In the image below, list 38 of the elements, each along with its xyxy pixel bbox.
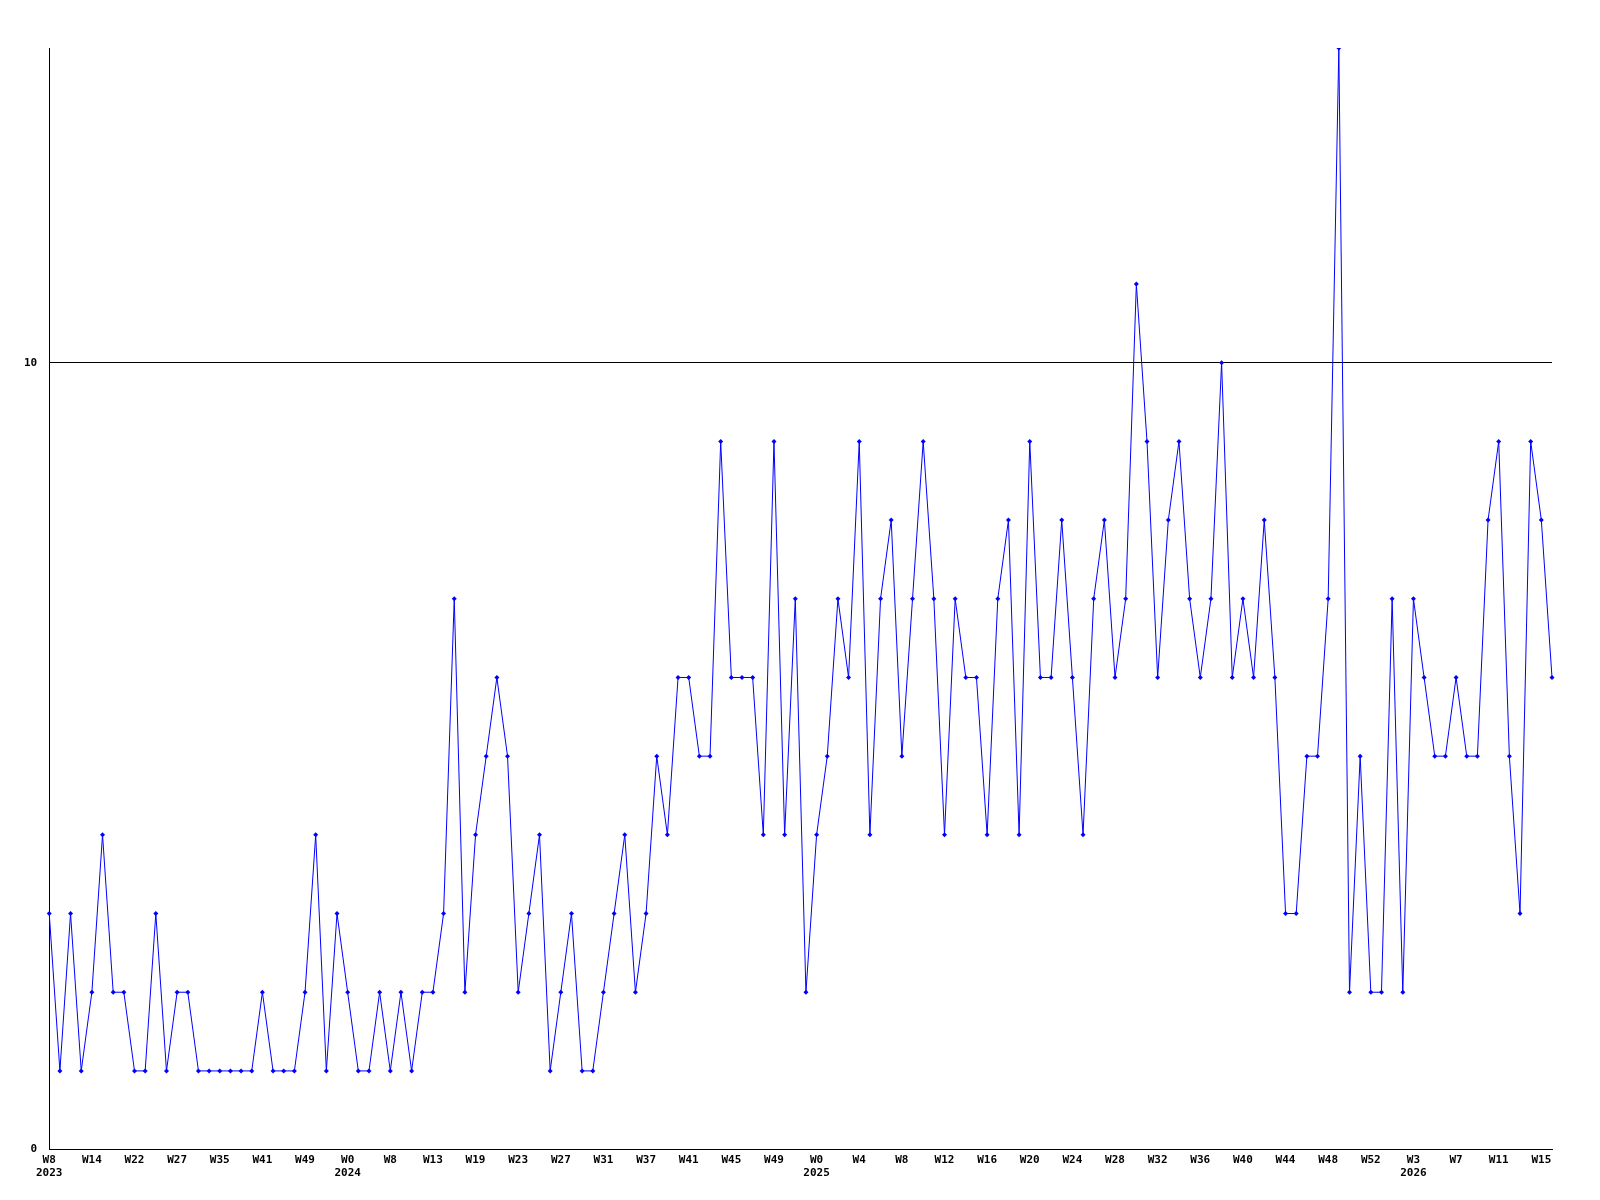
x-tick-label: W23 (508, 1153, 529, 1167)
x-tick-label: W12 (934, 1153, 955, 1167)
x-tick-label: W32 (1147, 1153, 1168, 1167)
x-tick-label: W40 (1232, 1153, 1253, 1167)
x-tick-label: W7 (1449, 1153, 1463, 1167)
y-tick-label: 0 (30, 1142, 38, 1156)
x-tick-label: W27 (550, 1153, 571, 1167)
x-tick-label: W45 (721, 1153, 742, 1167)
x-tick-label: W3 2026 (1400, 1153, 1428, 1180)
x-tick-label: W49 (295, 1153, 315, 1167)
x-tick-label: W44 (1275, 1153, 1296, 1167)
x-tick-label: W31 (593, 1153, 614, 1167)
x-tick-label: W41 (678, 1153, 700, 1167)
x-tick-label: W37 (636, 1153, 657, 1167)
x-tick-label: W14 (81, 1153, 103, 1167)
x-tick-label: W0 2025 (803, 1153, 830, 1180)
x-tick-label: W16 (977, 1153, 998, 1167)
x-tick-label: W15 (1531, 1153, 1552, 1167)
x-tick-label: W22 (124, 1153, 145, 1167)
x-tick-label: W41 (252, 1153, 273, 1167)
y-tick-label: 10 (24, 355, 38, 369)
x-tick-label: W11 (1488, 1153, 1510, 1167)
x-tick-label: W27 (167, 1153, 188, 1167)
x-tick-label: W36 (1190, 1153, 1211, 1167)
x-tick-label: W35 (209, 1153, 230, 1167)
x-tick-label: W20 (1019, 1153, 1040, 1167)
x-tick-label: W4 (852, 1153, 867, 1167)
x-tick-label: W8 2023 (36, 1153, 63, 1180)
x-tick-label: W24 (1062, 1153, 1083, 1167)
x-tick-label: W13 (422, 1153, 443, 1167)
x-tick-label: W48 (1318, 1153, 1339, 1167)
x-tick-label: W52 (1360, 1153, 1381, 1167)
x-tick-label: W0 2024 (334, 1153, 362, 1180)
x-tick-label: W28 (1105, 1153, 1125, 1167)
x-tick-label: W8 (383, 1153, 397, 1167)
x-tick-label: W49 (764, 1153, 784, 1167)
x-tick-label: W19 (465, 1153, 486, 1167)
x-tick-label: W8 (895, 1153, 909, 1167)
